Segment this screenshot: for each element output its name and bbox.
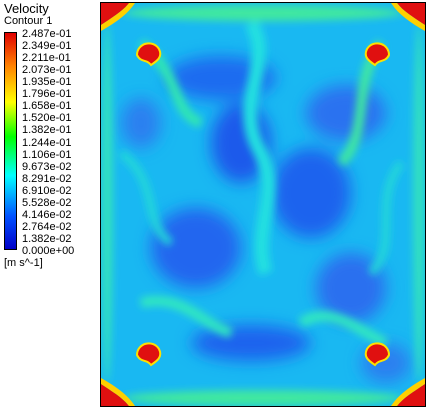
color-scale-bar <box>4 32 17 250</box>
tick-label: 4.146e-02 <box>22 208 72 221</box>
tick-label: 1.658e-01 <box>22 100 72 113</box>
inlet-blobs <box>135 42 391 367</box>
tick-label: 9.673e-02 <box>22 160 72 173</box>
tick-label: 1.382e-01 <box>22 124 72 137</box>
tick-label: 1.382e-02 <box>22 232 72 245</box>
tick-label: 1.796e-01 <box>22 88 72 101</box>
velocity-contour-plot[interactable] <box>100 2 426 407</box>
tick-label: 5.528e-02 <box>22 196 72 209</box>
tick-label: 1.935e-01 <box>22 76 72 89</box>
tick-label: 2.073e-01 <box>22 64 72 77</box>
tick-label: 2.349e-01 <box>22 40 72 53</box>
tick-label: 0.000e+00 <box>22 245 75 257</box>
tick-label: 1.520e-01 <box>22 112 72 125</box>
legend-unit: [m s^-1] <box>4 257 43 269</box>
legend-title: Velocity <box>4 1 49 16</box>
high-velocity-regions <box>101 5 425 406</box>
corner-jets <box>101 3 425 406</box>
tick-label: 2.764e-02 <box>22 220 72 233</box>
legend-subtitle: Contour 1 <box>4 15 53 27</box>
tick-label: 2.211e-01 <box>22 52 71 65</box>
tick-label: 8.291e-02 <box>22 172 72 185</box>
tick-label: 6.910e-02 <box>22 184 72 197</box>
tick-label: 1.106e-01 <box>22 148 72 161</box>
contour-field <box>101 3 425 406</box>
tick-label: 1.244e-01 <box>22 136 72 149</box>
tick-label: 2.487e-01 <box>22 28 72 40</box>
